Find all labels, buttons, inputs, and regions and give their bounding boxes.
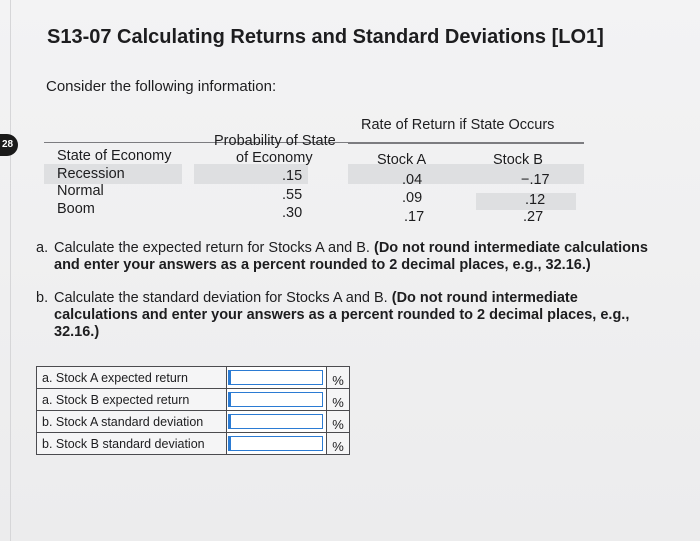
col-header-prob-line2: of Economy xyxy=(236,150,313,166)
percent-unit: % xyxy=(326,366,350,389)
row-state: Boom xyxy=(57,201,95,217)
answer-table: a. Stock A expected return % a. Stock B … xyxy=(36,366,350,455)
question-b-marker: b. xyxy=(36,290,49,306)
percent-unit: % xyxy=(326,432,350,455)
group-header-rule xyxy=(348,143,584,144)
page-title: S13-07 Calculating Returns and Standard … xyxy=(47,26,604,48)
question-a-text: Calculate the expected return for Stocks… xyxy=(54,240,374,256)
answer-label: b. Stock B standard deviation xyxy=(36,432,227,455)
answer-input-cell xyxy=(226,410,327,433)
table-shade-cell xyxy=(476,193,576,210)
table-top-rule xyxy=(44,142,584,143)
row-stock-a: .09 xyxy=(402,190,423,206)
answer-label: a. Stock A expected return xyxy=(36,366,227,389)
row-stock-b: .27 xyxy=(523,209,544,225)
question-a-marker: a. xyxy=(36,240,49,256)
answer-input-cell xyxy=(226,388,327,411)
question-a-instructions: (Do not round intermediate calculations … xyxy=(54,240,648,273)
question-b: b. Calculate the standard deviation for … xyxy=(36,290,656,341)
stock-a-std-dev-input[interactable] xyxy=(228,414,323,429)
answer-row: a. Stock B expected return % xyxy=(36,388,350,411)
answer-row: b. Stock B standard deviation % xyxy=(36,432,350,455)
row-state: Recession xyxy=(57,166,125,182)
row-prob: .30 xyxy=(282,205,303,221)
page-left-rule xyxy=(10,0,11,541)
page-number-tab: 28 xyxy=(0,134,18,156)
row-prob: .55 xyxy=(282,187,303,203)
question-a: a. Calculate the expected return for Sto… xyxy=(36,240,656,274)
percent-unit: % xyxy=(326,410,350,433)
table-shade-cell xyxy=(194,164,308,184)
stock-a-expected-return-input[interactable] xyxy=(228,370,323,385)
percent-unit: % xyxy=(326,388,350,411)
answer-row: b. Stock A standard deviation % xyxy=(36,410,350,433)
answer-input-cell xyxy=(226,366,327,389)
row-stock-b: −.17 xyxy=(521,172,550,188)
row-prob: .15 xyxy=(282,168,303,184)
stock-b-std-dev-input[interactable] xyxy=(228,436,323,451)
intro-text: Consider the following information: xyxy=(46,78,277,95)
stock-b-expected-return-input[interactable] xyxy=(228,392,323,407)
col-header-state: State of Economy xyxy=(57,148,172,164)
answer-row: a. Stock A expected return % xyxy=(36,366,350,389)
col-header-stock-b: Stock B xyxy=(493,152,543,168)
question-b-text: Calculate the standard deviation for Sto… xyxy=(54,290,392,306)
table-shade-cell xyxy=(44,164,182,184)
returns-table: Rate of Return if State Occurs Probabili… xyxy=(44,112,584,230)
row-stock-a: .04 xyxy=(402,172,423,188)
col-header-prob-line1: Probability of State xyxy=(214,133,336,149)
col-header-stock-a: Stock A xyxy=(377,152,427,168)
answer-label: b. Stock A standard deviation xyxy=(36,410,227,433)
group-header: Rate of Return if State Occurs xyxy=(361,117,555,133)
row-stock-a: .17 xyxy=(404,209,425,225)
table-shade-cell xyxy=(348,164,584,184)
answer-input-cell xyxy=(226,432,327,455)
answer-label: a. Stock B expected return xyxy=(36,388,227,411)
row-stock-b: .12 xyxy=(525,192,546,208)
row-state: Normal xyxy=(57,183,104,199)
question-b-instructions: (Do not round intermediate calculations … xyxy=(54,290,630,340)
